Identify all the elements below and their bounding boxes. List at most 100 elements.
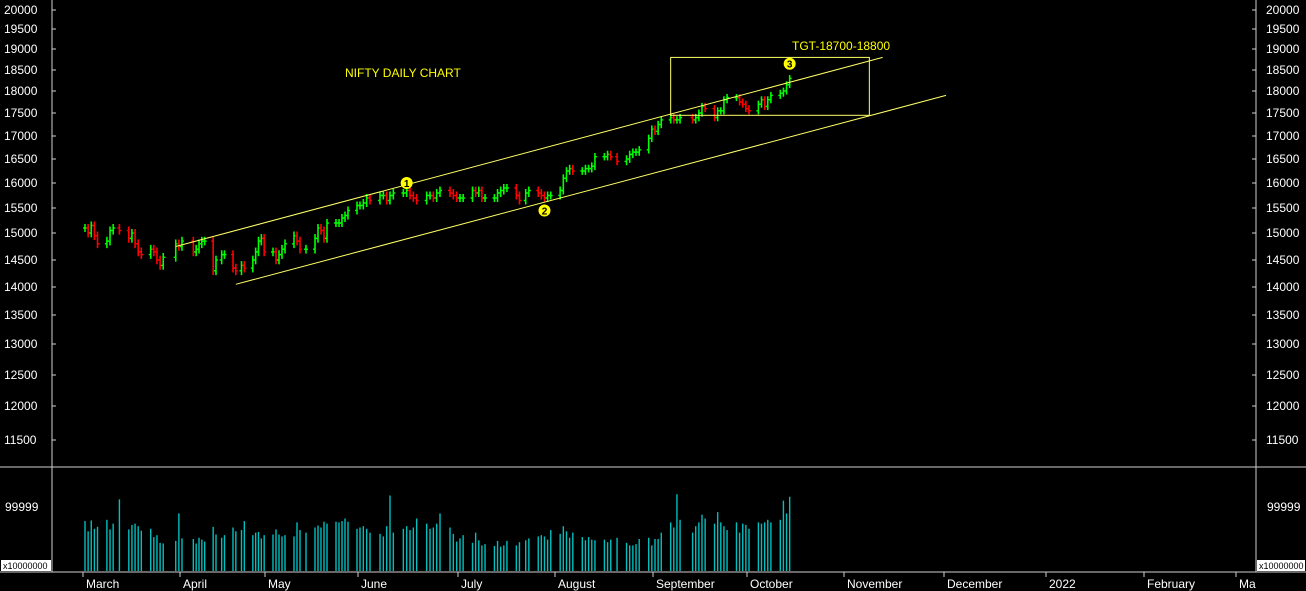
price-tick-label-right: 16500 bbox=[1266, 152, 1300, 166]
price-tick-label-left: 17000 bbox=[4, 129, 38, 143]
chart-annotations: 1 2 3 bbox=[175, 56, 947, 285]
price-tick-label-right: 18500 bbox=[1266, 63, 1300, 77]
trendline-upper-channel bbox=[175, 56, 883, 247]
chart-title: NIFTY DAILY CHART bbox=[345, 66, 461, 80]
price-tick-label-left: 15500 bbox=[4, 201, 38, 215]
price-bar bbox=[262, 234, 267, 257]
time-axis: March April May June July August September Octo… bbox=[82, 572, 1256, 591]
price-tick-label-right: 15500 bbox=[1266, 201, 1300, 215]
price-tick-label-right: 20000 bbox=[1266, 3, 1300, 17]
price-bar bbox=[787, 75, 792, 89]
price-bar bbox=[659, 116, 664, 129]
price-bar bbox=[368, 194, 372, 205]
time-tick-label: August bbox=[558, 577, 596, 591]
trendline-lower-channel bbox=[235, 94, 947, 285]
price-tick-label-left: 19500 bbox=[4, 22, 38, 36]
target-label: TGT-18700-18800 bbox=[792, 39, 890, 53]
price-bar bbox=[214, 255, 218, 276]
price-bar bbox=[461, 194, 466, 202]
price-tick-label-left: 11500 bbox=[4, 433, 37, 447]
price-tick-label-left: 14000 bbox=[4, 280, 38, 294]
time-tick-label: November bbox=[847, 577, 902, 591]
price-bar bbox=[517, 191, 522, 205]
price-bar bbox=[548, 191, 553, 200]
price-tick-label-right: 17500 bbox=[1266, 106, 1300, 120]
price-tick-label-left: 14500 bbox=[4, 253, 38, 267]
wave-marker-label: 2 bbox=[542, 207, 548, 218]
price-bar bbox=[222, 250, 227, 259]
time-tick-label: July bbox=[461, 577, 482, 591]
price-tick-label-left: 20000 bbox=[4, 3, 38, 17]
volume-multiplier-box-left bbox=[1, 560, 51, 571]
time-tick-label: 2022 bbox=[1049, 577, 1076, 591]
price-tick-label-right: 14500 bbox=[1266, 253, 1300, 267]
volume-tick-label-left: 99999 bbox=[5, 500, 39, 514]
volume-axis: 99999 99999 x10000000 x10000000 bbox=[1, 500, 1305, 571]
price-bar bbox=[95, 231, 100, 249]
price-tick-label-right: 16000 bbox=[1266, 176, 1300, 190]
wave-marker: 2 bbox=[538, 204, 551, 218]
price-bar bbox=[483, 194, 488, 202]
target-box bbox=[670, 56, 870, 116]
time-tick-label: October bbox=[750, 577, 793, 591]
price-tick-label-left: 12500 bbox=[4, 368, 38, 382]
volume-bars bbox=[84, 494, 791, 571]
volume-multiplier-left: x10000000 bbox=[3, 561, 48, 571]
price-tick-label-left: 13000 bbox=[4, 337, 38, 351]
price-bar bbox=[346, 206, 350, 220]
wave-marker: 3 bbox=[783, 57, 796, 71]
price-bar bbox=[526, 186, 531, 197]
price-bar bbox=[615, 153, 620, 166]
wave-marker-label: 1 bbox=[404, 179, 410, 190]
price-tick-label-left: 18000 bbox=[4, 84, 38, 98]
price-bar bbox=[180, 236, 184, 251]
price-tick-label-right: 14000 bbox=[1266, 280, 1300, 294]
price-bar bbox=[117, 224, 122, 235]
time-tick-label: February bbox=[1147, 577, 1195, 591]
price-bar bbox=[298, 236, 302, 254]
price-bar bbox=[139, 247, 144, 259]
price-axis: 20000 20000 19500 19500 19000 19000 18500 18500… bbox=[4, 3, 1300, 447]
price-bar bbox=[304, 244, 308, 254]
price-bar bbox=[414, 194, 419, 205]
time-tick-label: December bbox=[947, 577, 1002, 591]
price-tick-label-right: 17000 bbox=[1266, 129, 1300, 143]
price-bar bbox=[202, 236, 207, 246]
price-bar bbox=[438, 186, 442, 197]
time-tick-label: September bbox=[656, 577, 715, 591]
price-bar bbox=[233, 263, 238, 276]
price-bar bbox=[111, 224, 116, 235]
price-bar bbox=[637, 146, 642, 156]
price-bar bbox=[325, 219, 329, 243]
price-bar bbox=[161, 252, 166, 270]
price-bar bbox=[504, 184, 509, 192]
price-tick-label-right: 12000 bbox=[1266, 399, 1300, 413]
volume-tick-label-right: 99999 bbox=[1267, 500, 1301, 514]
time-tick-label: April bbox=[183, 577, 207, 591]
price-tick-label-right: 18000 bbox=[1266, 84, 1300, 98]
price-bar bbox=[242, 261, 247, 273]
price-tick-label-left: 17500 bbox=[4, 106, 38, 120]
price-bar bbox=[592, 153, 597, 171]
volume-multiplier-right: x10000000 bbox=[1259, 561, 1304, 571]
time-tick-label: Ma bbox=[1239, 577, 1256, 591]
price-bar bbox=[283, 239, 287, 254]
price-bars bbox=[83, 75, 792, 276]
price-tick-label-left: 16500 bbox=[4, 152, 38, 166]
price-tick-label-left: 12000 bbox=[4, 399, 38, 413]
price-bar bbox=[608, 150, 613, 161]
price-tick-label-left: 15000 bbox=[4, 226, 38, 240]
wave-marker-label: 3 bbox=[787, 60, 793, 71]
price-tick-label-left: 18500 bbox=[4, 63, 38, 77]
volume-multiplier-box-right bbox=[1257, 560, 1305, 571]
price-tick-label-left: 13500 bbox=[4, 308, 38, 322]
time-tick-label: May bbox=[268, 577, 291, 591]
price-bar bbox=[768, 91, 773, 104]
price-tick-label-right: 13000 bbox=[1266, 337, 1300, 351]
price-tick-label-right: 13500 bbox=[1266, 308, 1300, 322]
time-tick-label: June bbox=[361, 577, 387, 591]
time-tick-label: March bbox=[86, 577, 119, 591]
wave-marker: 1 bbox=[400, 177, 413, 190]
